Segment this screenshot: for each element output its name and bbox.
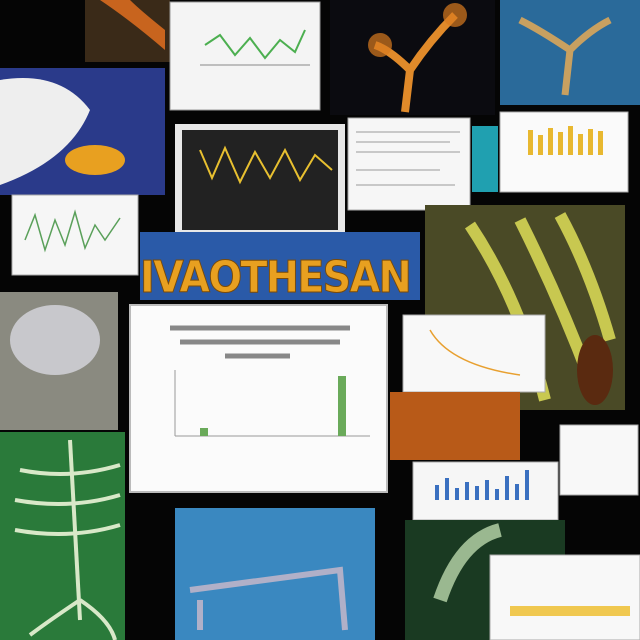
chart-panel (559, 424, 639, 496)
chart-panel (499, 111, 629, 193)
bar (200, 428, 208, 436)
image-shape (577, 335, 613, 405)
chart-panel (11, 194, 139, 276)
image-panel (472, 126, 498, 192)
banner (140, 232, 420, 300)
image-shape (189, 566, 348, 631)
line (429, 329, 521, 376)
image-panel (330, 0, 495, 115)
line (199, 145, 333, 185)
bar (510, 606, 630, 616)
image-shape (100, 0, 165, 50)
image-shape (0, 78, 90, 185)
tree-crown (368, 33, 392, 57)
image-panel (0, 432, 125, 640)
image-shape (10, 305, 100, 375)
line (204, 29, 306, 60)
skeleton (14, 439, 121, 640)
tree-crown (443, 3, 467, 27)
image-panel (390, 392, 520, 460)
line (24, 209, 121, 253)
chart-panel (129, 304, 388, 493)
bars (528, 126, 603, 155)
bar (338, 376, 346, 436)
chart-area (182, 130, 338, 230)
image-shape (433, 523, 503, 603)
document-panel (347, 117, 471, 211)
tree (518, 16, 612, 96)
text-lines (356, 131, 460, 186)
image-shape (65, 145, 125, 175)
document-panel (489, 554, 640, 640)
bars (435, 470, 529, 500)
title-lines (170, 325, 350, 359)
chart-panel (169, 1, 321, 111)
headline: IVAOTHESAN (140, 252, 410, 303)
chart-panel (402, 314, 546, 393)
